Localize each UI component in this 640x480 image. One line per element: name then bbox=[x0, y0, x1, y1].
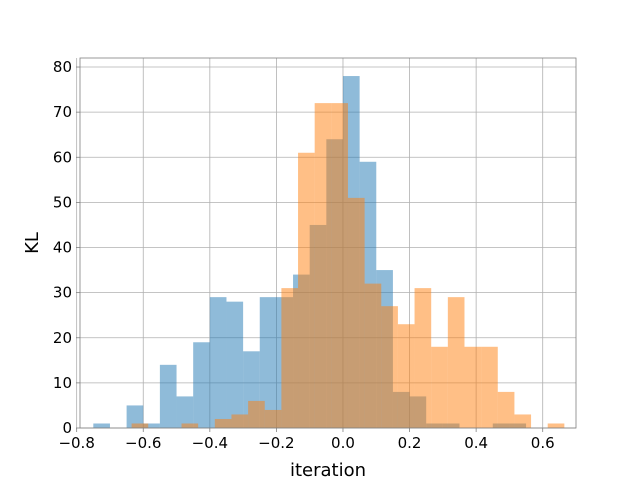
histogram-bar bbox=[176, 396, 194, 428]
y-axis-ticks: 0 10 20 30 40 50 60 70 80 bbox=[53, 58, 80, 437]
x-tick-label: −0.8 bbox=[58, 434, 94, 452]
histogram-bar bbox=[231, 414, 249, 428]
x-tick-label: −0.6 bbox=[125, 434, 161, 452]
histogram-bar bbox=[414, 288, 432, 428]
x-axis-ticks: −0.8 −0.6 −0.4 −0.2 0.0 0.2 0.4 0.6 bbox=[58, 428, 555, 452]
histogram-bar bbox=[281, 288, 299, 428]
histogram-bar bbox=[159, 364, 177, 428]
y-tick-label: 60 bbox=[53, 148, 72, 166]
histogram-bar bbox=[264, 409, 282, 428]
histogram-bar bbox=[447, 297, 465, 428]
x-tick-label: 0.0 bbox=[331, 434, 355, 452]
histogram-bar bbox=[298, 152, 315, 428]
histogram-bar bbox=[331, 103, 348, 428]
y-tick-label: 20 bbox=[53, 329, 72, 347]
histogram-bar bbox=[481, 346, 498, 428]
y-tick-label: 0 bbox=[62, 419, 72, 437]
histogram-bar bbox=[497, 391, 515, 428]
histogram-bar bbox=[364, 283, 382, 428]
histogram-bar bbox=[181, 423, 199, 428]
histogram-bar bbox=[193, 342, 210, 428]
histogram-bar bbox=[143, 423, 160, 428]
histogram-bar bbox=[397, 324, 415, 428]
histogram-bar bbox=[131, 423, 149, 428]
histogram-bar bbox=[464, 346, 482, 428]
y-axis-label: KL bbox=[22, 232, 43, 254]
histogram-bar bbox=[226, 301, 244, 428]
histogram-bar bbox=[547, 423, 565, 428]
x-tick-label: −0.4 bbox=[192, 434, 228, 452]
axes-frame bbox=[79, 57, 577, 429]
histogram-bar bbox=[209, 297, 227, 428]
histogram-bar bbox=[314, 103, 332, 428]
x-tick-label: 0.4 bbox=[464, 434, 488, 452]
y-tick-label: 80 bbox=[53, 58, 72, 76]
x-tick-label: 0.6 bbox=[531, 434, 555, 452]
histogram-series-2 bbox=[131, 103, 565, 428]
x-axis-label: iteration bbox=[290, 460, 366, 480]
y-tick-label: 50 bbox=[53, 193, 72, 211]
histogram-bar bbox=[431, 346, 448, 428]
y-tick-label: 40 bbox=[53, 239, 72, 257]
y-tick-label: 30 bbox=[53, 284, 72, 302]
x-tick-label: 0.2 bbox=[398, 434, 422, 452]
histogram-bar bbox=[93, 423, 110, 428]
histogram-bar bbox=[381, 306, 398, 428]
histogram-bar bbox=[259, 297, 277, 428]
histogram-bar bbox=[514, 414, 532, 428]
histogram-bar bbox=[126, 405, 144, 428]
histogram-bar bbox=[248, 400, 265, 428]
x-tick-label: −0.2 bbox=[258, 434, 294, 452]
histogram-bars bbox=[93, 76, 565, 429]
histogram-bar bbox=[214, 418, 232, 428]
y-tick-label: 10 bbox=[53, 374, 72, 392]
histogram-bar bbox=[347, 197, 365, 428]
y-tick-label: 70 bbox=[53, 103, 72, 121]
